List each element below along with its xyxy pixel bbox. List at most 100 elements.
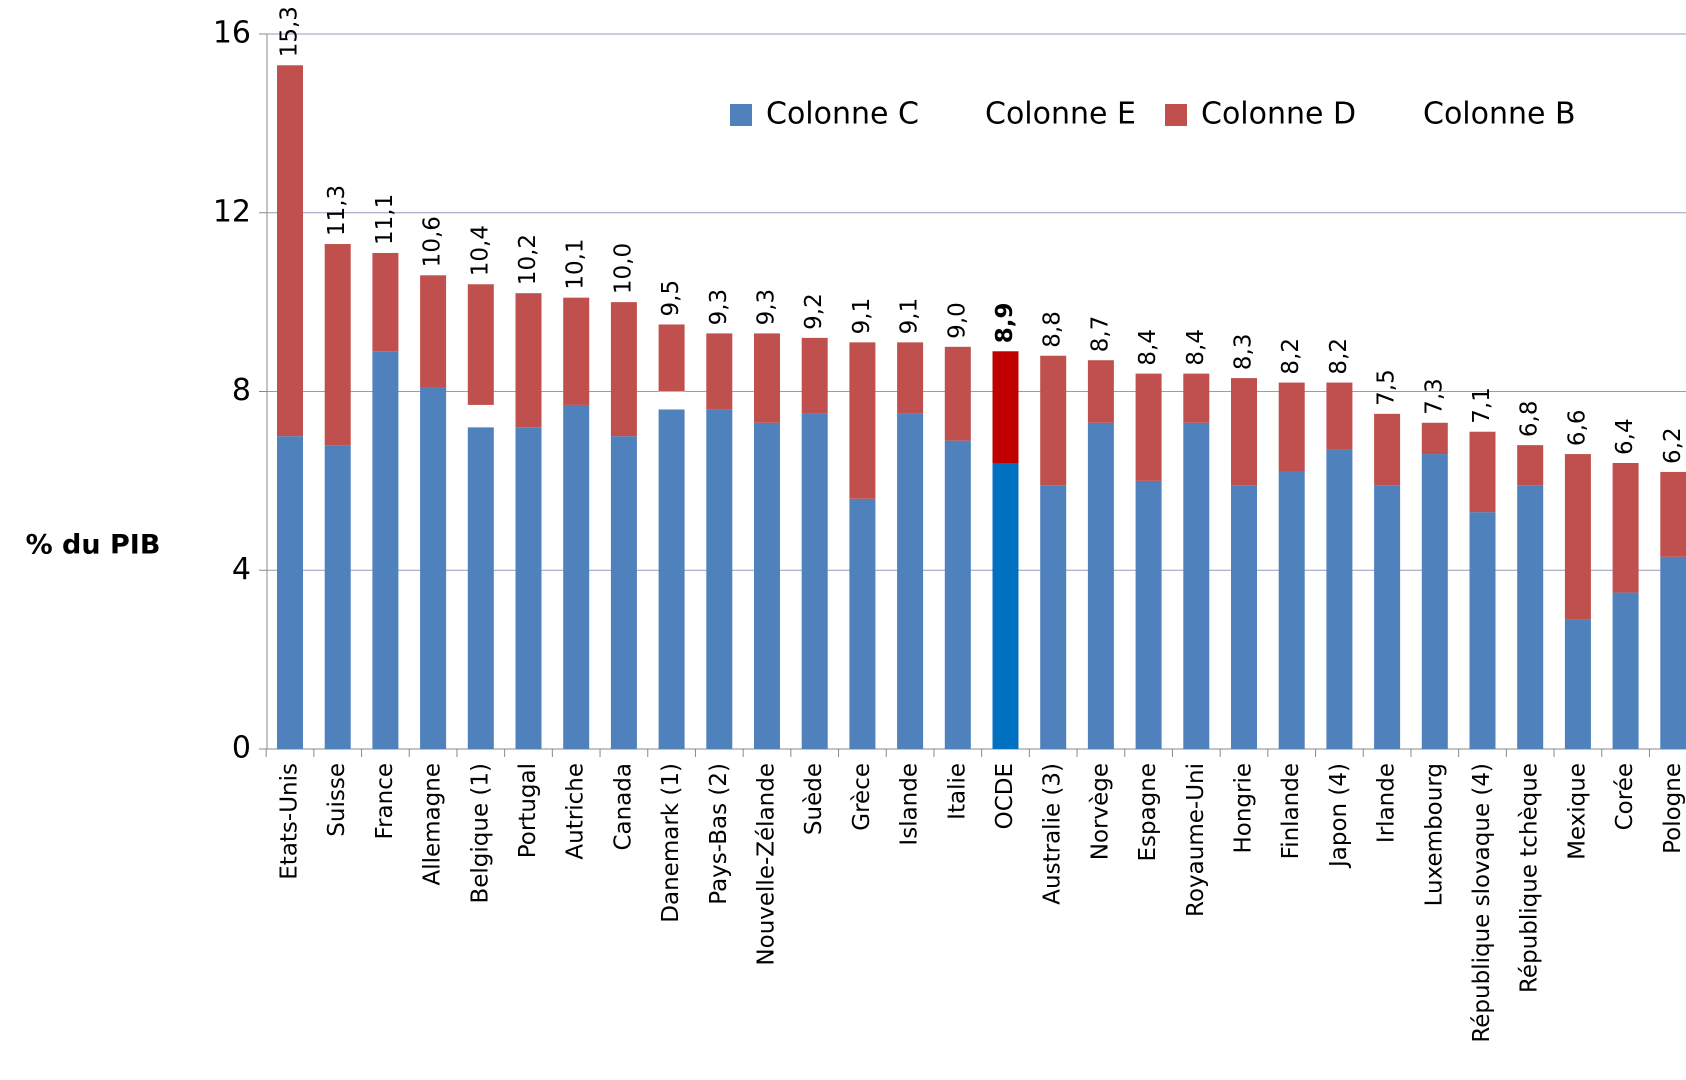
x-tick-label: Hongrie xyxy=(1231,763,1257,854)
x-tick-label: Japon (4) xyxy=(1326,763,1352,869)
x-tick-label: Allemagne xyxy=(420,763,446,886)
y-tick-label: 16 xyxy=(213,16,251,51)
value-label: 10,1 xyxy=(563,238,589,289)
x-tick-label: Irlande xyxy=(1374,763,1400,843)
value-label: 6,6 xyxy=(1564,409,1590,446)
bar-segment xyxy=(1087,360,1114,423)
bar-segment xyxy=(1612,592,1639,749)
y-axis-title: % du PIB xyxy=(26,530,161,561)
bar-segment xyxy=(324,244,351,446)
value-label: 10,4 xyxy=(467,225,493,276)
bar-segment xyxy=(706,409,733,749)
bar-segment xyxy=(1517,445,1544,486)
value-label: 7,5 xyxy=(1374,369,1400,406)
x-tick-label: Grèce xyxy=(849,763,875,831)
bar-segment xyxy=(372,351,399,749)
x-tick-label: France xyxy=(372,763,398,839)
value-label: 9,1 xyxy=(849,298,875,335)
bar-segment xyxy=(420,275,447,388)
bar-segment xyxy=(324,445,351,749)
value-label: 11,3 xyxy=(324,185,350,236)
x-tick-label: Espagne xyxy=(1135,763,1161,862)
x-tick-label: Islande xyxy=(897,763,923,846)
bar-segment xyxy=(992,351,1019,463)
value-label: 9,3 xyxy=(754,289,780,326)
x-tick-label: Corée xyxy=(1612,763,1638,830)
x-tick-label: Pologne xyxy=(1660,763,1686,854)
bar-segment xyxy=(1326,382,1353,450)
bar-segment xyxy=(897,413,924,749)
bar-segment xyxy=(801,337,828,414)
value-label: 9,1 xyxy=(897,298,923,335)
value-label: 8,2 xyxy=(1326,338,1352,375)
bar-segment xyxy=(897,342,924,414)
y-tick-label: 4 xyxy=(232,552,251,587)
x-tick-label: Finlande xyxy=(1278,763,1304,859)
value-label: 8,8 xyxy=(1040,311,1066,348)
x-tick-label: Canada xyxy=(610,763,636,851)
value-label: 15,3 xyxy=(277,6,303,57)
bar-segment xyxy=(754,333,780,423)
bar-segment xyxy=(420,387,447,749)
y-tick-label: 12 xyxy=(213,194,251,229)
x-tick-label: Norvège xyxy=(1087,763,1113,860)
value-label: 8,7 xyxy=(1087,316,1113,353)
y-tick-label: 8 xyxy=(232,373,251,408)
value-label: 8,9 xyxy=(992,303,1018,344)
bar-segment xyxy=(849,498,876,749)
bar-segment xyxy=(1183,373,1210,423)
x-tick-label: Etats-Unis xyxy=(277,763,303,880)
bar-segment xyxy=(944,346,971,441)
legend-label: Colonne C xyxy=(766,97,919,132)
bar-segment xyxy=(1469,512,1496,749)
bar-segment xyxy=(1421,422,1448,455)
bar-segment xyxy=(658,409,685,749)
bar-segment xyxy=(515,293,542,428)
bar-segment xyxy=(658,324,685,392)
bar-segment xyxy=(1135,480,1162,749)
bar-segment xyxy=(610,436,637,749)
bar-segment xyxy=(706,333,733,410)
bar-segment xyxy=(1040,485,1067,749)
bar-segment xyxy=(563,297,590,405)
bar-segment xyxy=(467,284,494,405)
x-tick-label: Mexique xyxy=(1564,763,1590,860)
legend-label: Colonne D xyxy=(1201,97,1356,132)
value-label: 11,1 xyxy=(372,194,398,245)
bar-segment xyxy=(1612,463,1639,593)
x-tick-label: Australie (3) xyxy=(1040,763,1066,905)
bar-segment xyxy=(1087,422,1114,749)
x-tick-label: Portugal xyxy=(515,763,541,858)
legend-label: Colonne B xyxy=(1423,97,1576,132)
value-label: 10,6 xyxy=(420,216,446,267)
x-tick-label: Belgique (1) xyxy=(467,763,493,904)
x-tick-label: Nouvelle-Zélande xyxy=(754,763,780,966)
bar-segment xyxy=(1660,471,1686,557)
value-label: 10,2 xyxy=(515,234,541,285)
bar-segment xyxy=(467,404,494,428)
bar-segment xyxy=(1278,471,1305,749)
value-label: 9,5 xyxy=(658,280,684,317)
value-label: 6,2 xyxy=(1660,427,1686,464)
legend-label: Colonne E xyxy=(985,97,1136,132)
bar-segment xyxy=(1564,454,1591,620)
x-tick-label: Luxembourg xyxy=(1421,763,1447,906)
legend-swatch xyxy=(1165,104,1187,126)
value-label: 7,3 xyxy=(1421,378,1447,415)
bar-segment xyxy=(944,440,971,749)
bar-segment xyxy=(1231,378,1257,486)
bar-segment xyxy=(1374,485,1401,749)
x-tick-label: Danemark (1) xyxy=(658,763,684,923)
x-tick-label: Suède xyxy=(801,763,827,835)
value-label: 9,3 xyxy=(706,289,732,326)
bar-segment xyxy=(372,252,399,352)
bar-segment xyxy=(277,436,303,749)
bar-segment xyxy=(1326,449,1353,749)
bar-segment xyxy=(277,65,303,437)
bar-segment xyxy=(849,342,876,499)
bar-segment xyxy=(610,302,637,437)
x-tick-label: OCDE xyxy=(992,763,1018,829)
y-tick-label: 0 xyxy=(232,731,251,766)
x-tick-label: Suisse xyxy=(324,763,350,837)
